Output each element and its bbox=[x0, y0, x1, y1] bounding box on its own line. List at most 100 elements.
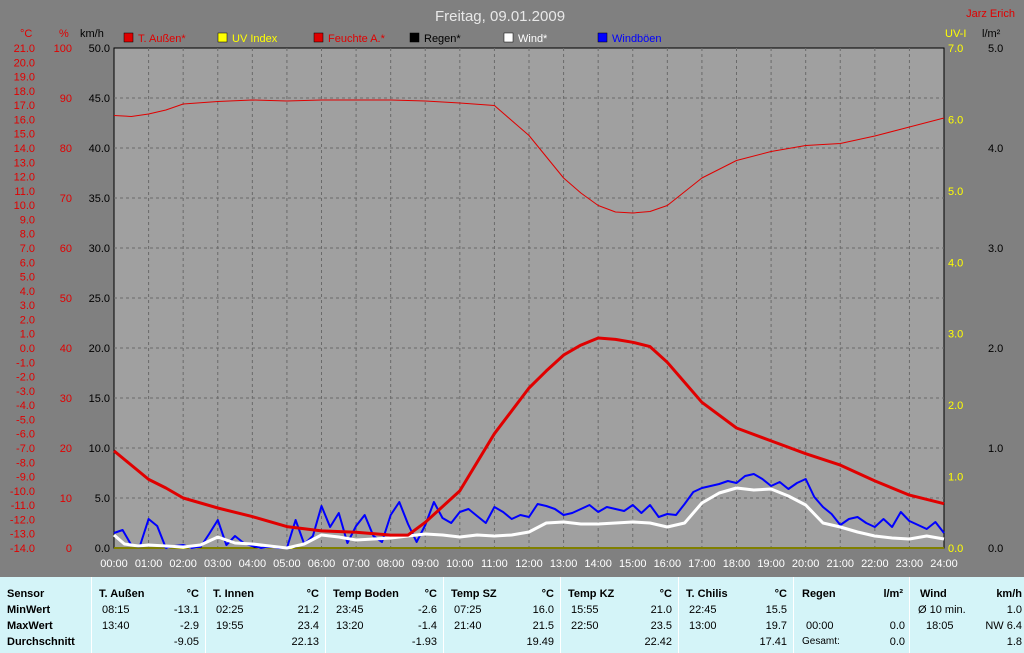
stat-block: T. Innen °C 02:25 21.2 19:55 23.4 22.13 bbox=[206, 577, 326, 653]
hum-tick-label: 50 bbox=[60, 293, 72, 305]
min-value: 15.5 bbox=[765, 604, 787, 616]
wind-block: Wind km/h Ø 10 min. 1.0 18:05 NW 6.4 1.8 bbox=[910, 577, 1024, 653]
time-tick-label: 05:00 bbox=[273, 558, 301, 570]
sensor-name: Temp SZ bbox=[451, 588, 497, 600]
hum-tick-label: 0 bbox=[66, 543, 72, 555]
time-tick-label: 07:00 bbox=[342, 558, 370, 570]
avg-value: 19.49 bbox=[526, 636, 554, 648]
author-label: Jarz Erich bbox=[966, 8, 1015, 20]
wind-tick-label: 15.0 bbox=[89, 393, 110, 405]
min-time: 08:15 bbox=[102, 604, 130, 616]
wind-tick-label: 30.0 bbox=[89, 243, 110, 255]
temp-tick-label: -13.0 bbox=[10, 529, 35, 541]
temp-tick-label: 10.0 bbox=[14, 200, 35, 212]
temp-tick-label: 20.0 bbox=[14, 57, 35, 69]
series bbox=[113, 99, 945, 550]
wind-avg10: 1.0 bbox=[1006, 604, 1022, 616]
wind-tick-label: 0.0 bbox=[95, 543, 110, 555]
temp-tick-label: 6.0 bbox=[20, 257, 35, 269]
temp-tick-label: 0.0 bbox=[20, 343, 35, 355]
legend-swatch bbox=[313, 32, 324, 43]
unit-hum: % bbox=[59, 28, 69, 40]
temp-tick-label: 3.0 bbox=[20, 300, 35, 312]
uv-tick-label: 3.0 bbox=[948, 329, 963, 341]
temp-tick-label: 1.0 bbox=[20, 329, 35, 341]
time-tick-label: 10:00 bbox=[446, 558, 474, 570]
max-time: 21:40 bbox=[454, 620, 482, 632]
temp-tick-label: -11.0 bbox=[11, 500, 35, 512]
time-tick-label: 08:00 bbox=[377, 558, 405, 570]
min-time: 23:45 bbox=[336, 604, 364, 616]
time-tick-label: 12:00 bbox=[515, 558, 543, 570]
legend-label: UV Index bbox=[232, 33, 278, 45]
sensor-unit: °C bbox=[186, 588, 199, 600]
time-tick-label: 21:00 bbox=[826, 558, 854, 570]
rain-value: 0.0 bbox=[889, 620, 905, 632]
temp-tick-label: 7.0 bbox=[20, 243, 35, 255]
max-time: 19:55 bbox=[216, 620, 244, 632]
temp-tick-label: -10.0 bbox=[10, 486, 35, 498]
max-time: 22:50 bbox=[571, 620, 599, 632]
hum-tick-label: 30 bbox=[60, 393, 72, 405]
wind-tick-label: 40.0 bbox=[89, 143, 110, 155]
temp-tick-label: -9.0 bbox=[16, 472, 35, 484]
time-tick-label: 18:00 bbox=[723, 558, 751, 570]
wind-name: Wind bbox=[920, 588, 947, 600]
min-value: -2.6 bbox=[418, 604, 437, 616]
stats-table: Sensor MinWert MaxWert Durchschnitt T. A… bbox=[0, 577, 1024, 653]
sensor-name: T. Außen bbox=[99, 588, 145, 600]
rain-tick-label: 3.0 bbox=[988, 243, 1003, 255]
temp-tick-label: 19.0 bbox=[14, 72, 35, 84]
time-tick-label: 02:00 bbox=[169, 558, 197, 570]
temp-tick-label: 16.0 bbox=[14, 114, 35, 126]
uv-tick-label: 7.0 bbox=[948, 43, 963, 55]
hum-tick-label: 40 bbox=[60, 343, 72, 355]
legend: T. Außen* UV Index Feuchte A.* Regen* Wind* W… bbox=[123, 32, 662, 45]
temp-tick-label: 15.0 bbox=[14, 129, 35, 141]
wind-tick-label: 25.0 bbox=[89, 293, 110, 305]
rain-name: Regen bbox=[802, 588, 836, 600]
sensor-unit: °C bbox=[541, 588, 554, 600]
stat-block: T. Chilis °C 22:45 15.5 13:00 19.7 17.41 bbox=[679, 577, 794, 653]
rain-time: 00:00 bbox=[806, 620, 834, 632]
rain-tick-label: 1.0 bbox=[988, 443, 1003, 455]
rain-tick-label: 0.0 bbox=[988, 543, 1003, 555]
series-line-feuchtea bbox=[113, 99, 945, 214]
avg-value: 22.42 bbox=[644, 636, 672, 648]
time-tick-label: 23:00 bbox=[896, 558, 924, 570]
legend-swatch bbox=[597, 32, 608, 43]
temp-tick-label: 8.0 bbox=[20, 229, 35, 241]
wind-unit: km/h bbox=[996, 588, 1022, 600]
hum-tick-label: 10 bbox=[60, 493, 72, 505]
time-tick-label: 22:00 bbox=[861, 558, 889, 570]
temp-tick-label: -6.0 bbox=[16, 429, 35, 441]
max-value: 23.4 bbox=[297, 620, 319, 632]
time-tick-label: 01:00 bbox=[135, 558, 163, 570]
time-tick-label: 19:00 bbox=[757, 558, 785, 570]
legend-swatch bbox=[123, 32, 134, 43]
weather-chart: Freitag, 09.01.2009 Jarz Erich °C % km/h… bbox=[10, 8, 1015, 570]
sensor-unit: °C bbox=[424, 588, 437, 600]
temp-tick-label: -3.0 bbox=[16, 386, 35, 398]
wind-max-time: 18:05 bbox=[926, 620, 954, 632]
chart-title: Freitag, 09.01.2009 bbox=[435, 8, 565, 25]
time-tick-label: 00:00 bbox=[100, 558, 128, 570]
temp-tick-label: -4.0 bbox=[16, 400, 35, 412]
temp-tick-label: -5.0 bbox=[16, 414, 35, 426]
temp-tick-label: -1.0 bbox=[16, 357, 35, 369]
max-time: 13:00 bbox=[689, 620, 717, 632]
legend-label: Wind* bbox=[518, 33, 548, 45]
temp-tick-label: 18.0 bbox=[14, 86, 35, 98]
uv-tick-label: 6.0 bbox=[948, 114, 963, 126]
max-value: 21.5 bbox=[532, 620, 554, 632]
row-label-avg: Durchschnitt bbox=[7, 636, 75, 648]
unit-uv: UV-I bbox=[945, 28, 966, 40]
series-line-tauen bbox=[113, 336, 945, 537]
min-value: -13.1 bbox=[173, 604, 199, 616]
rain-tick-label: 4.0 bbox=[988, 143, 1003, 155]
unit-rain: l/m² bbox=[982, 28, 1001, 40]
unit-wind: km/h bbox=[80, 28, 104, 40]
sensor-name: Temp KZ bbox=[568, 588, 615, 600]
avg-value: -9.05 bbox=[173, 636, 199, 648]
wind-tick-label: 50.0 bbox=[89, 43, 110, 55]
